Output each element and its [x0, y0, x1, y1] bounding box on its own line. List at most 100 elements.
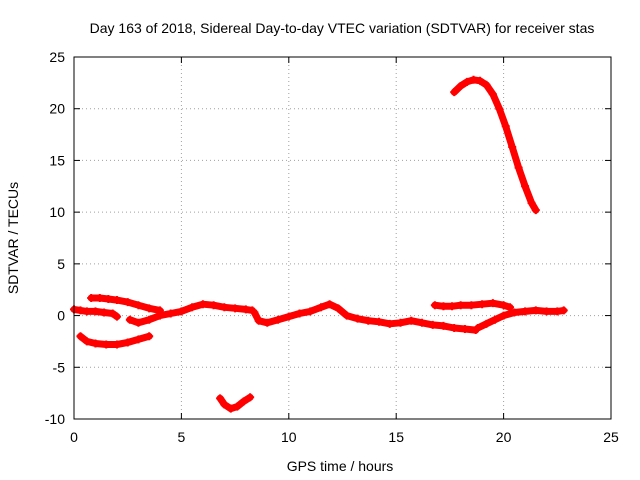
data-point: [396, 318, 405, 327]
x-tick-label: 15: [388, 429, 404, 445]
data-point: [91, 339, 100, 348]
data-point: [246, 393, 255, 402]
y-tick-label: -10: [45, 411, 65, 427]
data-point: [439, 302, 448, 311]
data-point: [112, 340, 121, 349]
data-point: [448, 302, 457, 311]
y-tick-label: 5: [57, 256, 65, 272]
data-point: [76, 306, 85, 315]
data-series-arc-2: [76, 332, 154, 349]
x-tick-label: 0: [70, 429, 78, 445]
data-point: [334, 304, 343, 313]
y-tick-label: 0: [57, 308, 65, 324]
data-point: [123, 298, 132, 307]
y-tick-label: 20: [49, 101, 65, 117]
data-point: [430, 301, 439, 310]
data-point: [108, 309, 117, 318]
data-point: [482, 80, 491, 89]
data-point: [456, 301, 465, 310]
data-point: [250, 308, 259, 317]
data-series-arc-8: [473, 306, 568, 332]
data-point: [87, 293, 96, 302]
data-point: [145, 304, 154, 313]
data-point: [145, 315, 154, 324]
data-point: [467, 301, 476, 310]
data-point: [254, 316, 263, 325]
data-point: [521, 182, 530, 191]
data-point: [82, 337, 91, 346]
data-series-arc-3: [87, 293, 164, 315]
data-point: [527, 198, 536, 207]
data-point: [216, 394, 225, 403]
data-series-arc-4: [125, 300, 257, 327]
data-point: [123, 338, 132, 347]
data-point: [198, 300, 207, 309]
data-point: [82, 307, 91, 316]
data-point: [478, 300, 487, 309]
data-point: [385, 319, 394, 328]
data-point: [475, 76, 484, 85]
data-point: [495, 104, 504, 113]
x-tick-label: 5: [178, 429, 186, 445]
data-point: [76, 332, 85, 341]
data-point: [155, 311, 164, 320]
data-point: [508, 142, 517, 151]
data-point: [102, 340, 111, 349]
data-point: [325, 300, 334, 309]
data-point: [112, 312, 121, 321]
data-point: [220, 400, 229, 409]
data-point: [95, 293, 104, 302]
data-point: [439, 321, 448, 330]
data-point: [488, 299, 497, 308]
data-point: [145, 332, 154, 341]
y-tick-label: 25: [49, 49, 65, 65]
data-point: [317, 303, 326, 312]
data-point: [188, 303, 197, 312]
x-axis-label: GPS time / hours: [287, 458, 394, 474]
data-point: [499, 311, 508, 320]
data-point: [306, 307, 315, 316]
data-point: [460, 325, 469, 334]
data-point: [134, 301, 143, 310]
data-series-arc-9: [450, 75, 540, 215]
data-layer: [70, 75, 568, 413]
data-point: [514, 163, 523, 172]
data-point: [450, 88, 459, 97]
data-point: [469, 75, 478, 84]
data-line: [474, 306, 568, 332]
data-point: [501, 122, 510, 131]
data-point: [220, 303, 229, 312]
data-point: [134, 335, 143, 344]
y-tick-label: 15: [49, 152, 65, 168]
data-series-arc-7: [430, 299, 515, 312]
data-point: [125, 315, 134, 324]
data-point: [239, 397, 248, 406]
data-point: [375, 317, 384, 326]
data-point: [263, 318, 272, 327]
data-point: [241, 305, 250, 314]
data-point: [177, 307, 186, 316]
data-point: [506, 303, 515, 312]
data-point: [417, 318, 426, 327]
x-tick-label: 10: [281, 429, 297, 445]
data-point: [91, 307, 100, 316]
data-point: [284, 312, 293, 321]
data-point: [473, 323, 482, 332]
data-point: [456, 81, 465, 90]
data-point: [463, 77, 472, 86]
data-point: [342, 311, 351, 320]
data-point: [134, 318, 143, 327]
data-point: [521, 307, 530, 316]
x-tick-label: 20: [496, 429, 512, 445]
data-point: [295, 309, 304, 318]
data-point: [428, 320, 437, 329]
data-series-arc-5: [216, 393, 255, 413]
data-point: [166, 309, 175, 318]
data-point: [226, 404, 235, 413]
data-point: [407, 316, 416, 325]
data-point: [531, 306, 540, 315]
y-axis-label: SDTVAR / TECUs: [5, 182, 21, 294]
tick-layer: 0 5 10 15 20 25 -10 -5 0 5 10 15 20 25: [45, 49, 619, 445]
